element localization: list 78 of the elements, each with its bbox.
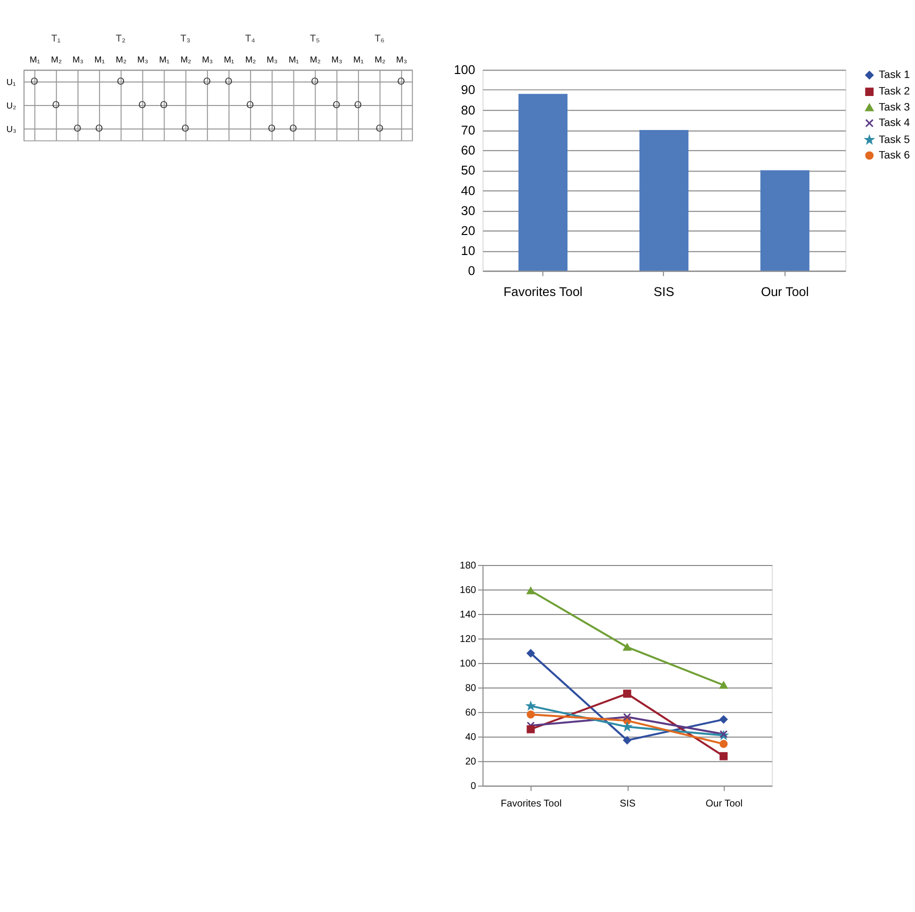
text: T₆: [374, 33, 385, 44]
text: O: [52, 100, 60, 111]
y-tick-label: 20: [460, 222, 476, 238]
legend-label: Task 1: [878, 69, 910, 82]
category-label: M₃: [266, 54, 278, 64]
y-tick-label: 30: [460, 202, 476, 218]
y-tick-label: 70: [460, 122, 476, 138]
category-label: M₂: [310, 54, 321, 64]
category-label: M₃: [137, 54, 149, 64]
text: T₅: [310, 33, 320, 44]
y-tick-label: 160: [460, 584, 477, 596]
text: O: [332, 100, 340, 111]
text: O: [246, 100, 254, 111]
x-tick-label: Our Tool: [706, 798, 743, 810]
y-tick-label: 40: [460, 182, 476, 198]
y-tick-label: 80: [465, 682, 477, 694]
category-label: M₃: [331, 54, 343, 64]
legend-label: Task 6: [878, 149, 910, 162]
legend-label: Task 5: [878, 134, 910, 146]
category-label: U₃: [6, 124, 16, 134]
text: O: [224, 76, 232, 88]
x-tick-label: SIS: [620, 798, 636, 810]
text: O: [182, 124, 190, 134]
y-tick-label: 60: [460, 142, 476, 158]
category-label: M₁: [288, 54, 299, 64]
category-label: M₂: [180, 54, 192, 64]
text: O: [95, 124, 103, 134]
category-label: M₃: [202, 54, 214, 64]
x-tick-label: Our Tool: [760, 284, 809, 299]
category-label: U₁: [6, 76, 16, 87]
text: T₁: [51, 33, 62, 44]
text: O: [289, 124, 298, 134]
y-tick-label: 50: [460, 162, 476, 178]
text: T₄: [245, 33, 256, 44]
legend-label: Task 3: [878, 101, 910, 114]
category-label: M₃: [396, 54, 408, 64]
text: O: [354, 100, 362, 111]
text: T₂: [116, 33, 126, 44]
text: O: [310, 76, 319, 88]
text: O: [397, 76, 405, 88]
text: O: [160, 100, 168, 111]
x-tick-label: Favorites Tool: [500, 798, 562, 810]
y-tick-label: 0: [468, 263, 476, 278]
text: O: [30, 76, 38, 88]
category-label: M₂: [116, 54, 126, 64]
y-tick-label: 0: [470, 781, 477, 792]
y-tick-label: 180: [460, 560, 477, 572]
y-tick-label: 90: [460, 82, 476, 98]
y-tick-label: 80: [460, 102, 476, 118]
text: T₃: [180, 33, 190, 44]
text: O: [203, 76, 211, 88]
category-label: M₁: [159, 54, 170, 64]
category-label: U₂: [6, 100, 16, 110]
category-label: M₁: [224, 54, 234, 64]
x-tick-label: SIS: [654, 284, 674, 299]
category-label: M₂: [374, 54, 386, 64]
category-label: M₂: [51, 54, 62, 64]
y-tick-label: 10: [460, 243, 476, 258]
category-label: M₃: [72, 54, 84, 64]
text: O: [74, 124, 82, 134]
y-tick-label: 60: [465, 708, 477, 719]
x-tick-label: Favorites Tool: [503, 284, 583, 299]
y-tick-label: 20: [465, 756, 477, 768]
text: O: [116, 76, 124, 88]
y-tick-label: 100: [460, 658, 477, 670]
legend-label: Task 4: [878, 117, 910, 130]
legend-label: Task 2: [878, 86, 910, 98]
category-label: M₂: [245, 54, 256, 64]
y-tick-label: 140: [460, 609, 477, 620]
text: O: [268, 124, 276, 134]
y-tick-label: 120: [460, 634, 477, 645]
category-label: M₁: [353, 54, 364, 64]
text: O: [376, 124, 384, 134]
text: O: [138, 100, 146, 111]
category-label: M₁: [30, 54, 40, 64]
y-tick-label: 100: [454, 62, 476, 78]
category-label: M₁: [94, 54, 105, 64]
y-tick-label: 40: [465, 732, 477, 744]
